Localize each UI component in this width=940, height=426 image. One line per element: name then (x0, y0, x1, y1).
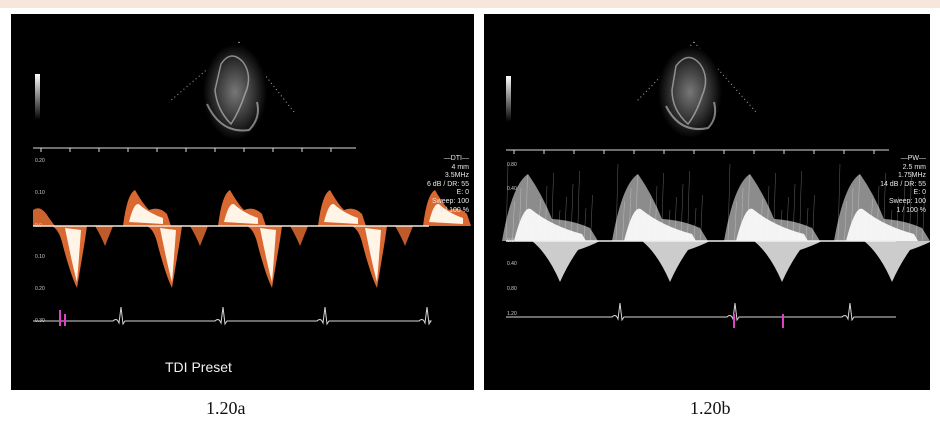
scale-label: 0.0 (35, 223, 42, 229)
tdi-image (33, 41, 471, 326)
scale-label: 0.30 (35, 318, 45, 324)
marker (733, 314, 735, 328)
scale-label: 0.20 (35, 286, 45, 292)
ecg-trace (506, 302, 896, 322)
echo-sector (168, 41, 295, 140)
marker (59, 310, 61, 326)
scale-label: 0.80 (507, 162, 517, 168)
scale-label: 0.80 (507, 286, 517, 292)
preset-label: TDI Preset (165, 359, 232, 375)
scale-label: 0.20 (35, 158, 45, 164)
pw-doppler-panel: —PW— 2.5 mm 1.75MHz 14 dB / DR: 55 E: 0 Swe… (484, 14, 930, 390)
scale-label: 0.0 (507, 238, 514, 244)
scale-label: 0.40 (507, 186, 517, 192)
figure-caption: 1.20b (690, 398, 731, 418)
pw-doppler-spectrum (502, 163, 930, 282)
marker (64, 314, 66, 326)
scale-label: 0.10 (35, 190, 45, 196)
grayscale-bar (506, 76, 511, 122)
scale-label: 0.10 (35, 254, 45, 260)
scale-label: 1.20 (507, 311, 517, 317)
acquisition-params: —PW— 2.5 mm 1.75MHz 14 dB / DR: 55 E: 0 Swe… (880, 155, 926, 214)
pw-image (502, 41, 930, 328)
figure-caption: 1.20a (206, 398, 246, 418)
acquisition-params: —DTI— 4 mm 3.5MHz 6 dB / DR: 55 E: 0 Sweep:… (426, 155, 469, 214)
grayscale-bar (35, 74, 40, 120)
tdi-panel: —DTI— 4 mm 3.5MHz 6 dB / DR: 55 E: 0 Sweep:… (11, 14, 474, 390)
top-band (0, 0, 940, 8)
marker (782, 314, 784, 328)
scale-label: 0.40 (507, 261, 517, 267)
echo-sector (635, 41, 757, 138)
ecg-trace (33, 306, 432, 326)
tdi-waveform (33, 190, 471, 288)
